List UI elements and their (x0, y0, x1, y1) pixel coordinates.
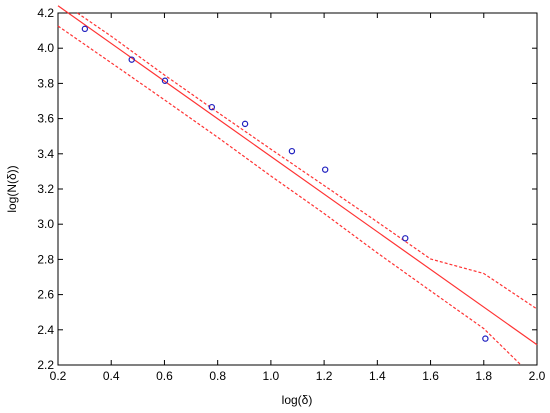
ticks-layer: 0.2 0.4 0.6 0.8 1.0 1.2 1.4 1.6 1.8 2.0 2.2 2.4 2.6 2… (37, 6, 545, 383)
fit-line-layer (57, 5, 538, 346)
x-tick-label: 1.0 (263, 369, 280, 383)
confidence-band-upper (77, 12, 538, 310)
x-tick-label: 2.0 (529, 369, 546, 383)
y-tick-label: 2.6 (37, 288, 54, 302)
x-tick-label: 1.8 (475, 369, 492, 383)
plot-frame (57, 12, 538, 366)
x-tick-label: 0.6 (156, 369, 173, 383)
data-point (208, 103, 216, 111)
y-tick-label: 2.8 (37, 252, 54, 266)
y-tick-label: 2.4 (37, 323, 54, 337)
fit-line (57, 5, 538, 346)
y-tick-label: 3.4 (37, 147, 54, 161)
y-tick-label: 3.0 (37, 217, 54, 231)
data-point (321, 166, 329, 173)
x-tick-label: 1.6 (422, 369, 439, 383)
y-tick-label: 3.2 (37, 182, 54, 196)
data-points (81, 25, 489, 342)
y-tick-label: 3.6 (37, 112, 54, 126)
data-point (241, 120, 249, 128)
x-axis-title: log(δ) (282, 393, 313, 407)
y-tick-label: 3.8 (37, 76, 54, 90)
x-tick-label: 0.8 (209, 369, 226, 383)
x-tick-label: 1.2 (316, 369, 333, 383)
data-point (81, 25, 89, 33)
confidence-band-lower (57, 25, 522, 366)
confidence-bands (57, 12, 538, 366)
y-tick-label: 4.2 (37, 6, 54, 20)
x-tick-label: 1.4 (369, 369, 386, 383)
y-tick-label: 4.0 (37, 41, 54, 55)
data-point (402, 235, 409, 242)
data-point (482, 335, 489, 342)
y-tick-label: 2.2 (37, 358, 54, 372)
data-point (288, 147, 296, 155)
x-tick-label: 0.2 (50, 369, 67, 383)
data-point (128, 56, 135, 63)
y-axis-title: log(N(δ)) (5, 165, 19, 212)
data-point (161, 77, 169, 84)
x-tick-label: 0.4 (103, 369, 120, 383)
